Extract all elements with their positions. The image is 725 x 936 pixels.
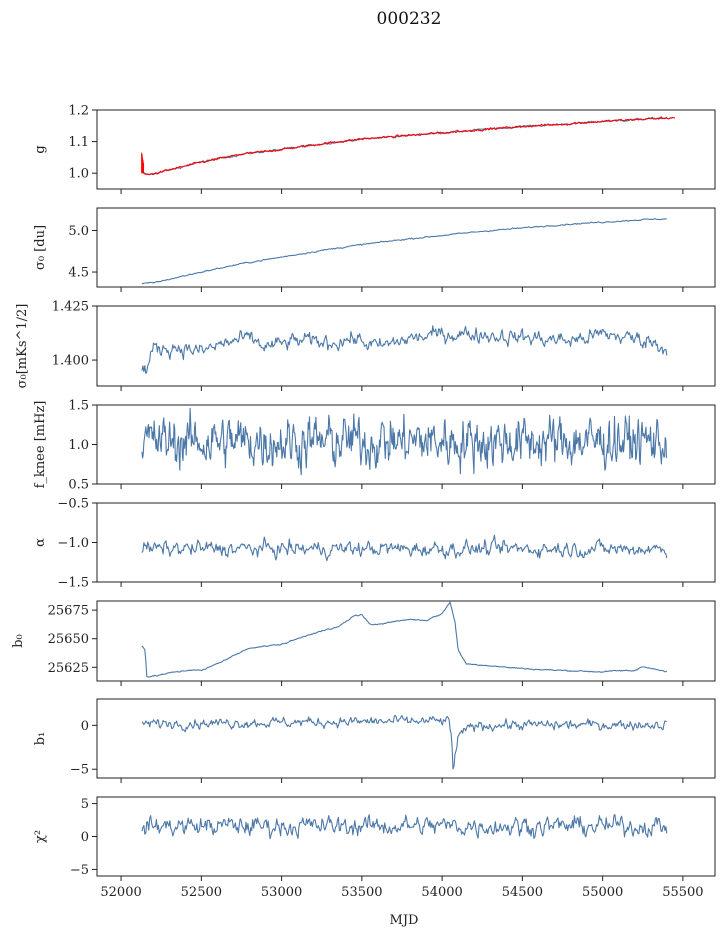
ylabel-fknee: f_knee [mHz]: [33, 401, 48, 489]
ylabel-b1: b₁: [33, 732, 48, 746]
xtick-label: 55500: [662, 885, 703, 900]
ytick-label: 1.400: [52, 354, 89, 369]
panel-chi2: −5 0 5 52000 52500 53000 53500 54000 54500 55000 5…: [33, 796, 716, 928]
xtick-label: 52000: [100, 885, 141, 900]
ytick-label: 0.5: [68, 478, 89, 493]
series-line-g: [141, 116, 668, 176]
panel-sigma0_mks: 1.400 1.425 σ₀[mKs^1/2]: [15, 300, 716, 391]
ylabel-sigma0_du: σ₀ [du]: [33, 225, 48, 270]
ylabel-g: g: [33, 145, 48, 153]
series-line-b0: [141, 601, 668, 678]
axes-frame-b1: [96, 698, 716, 779]
ytick-label: −1.5: [57, 576, 89, 591]
ytick-label: −0.5: [57, 497, 89, 512]
axes-frame-chi2: [96, 796, 716, 877]
ytick-label: −1.0: [57, 536, 89, 551]
axes-frame-sigma0_mks: [96, 305, 716, 387]
ytick-label: 1.0: [68, 438, 89, 453]
series-line-alpha: [141, 534, 668, 562]
ytick-label: 0: [81, 719, 89, 734]
ylabel-chi2: χ²: [33, 830, 48, 843]
xtick-label: 55000: [582, 885, 623, 900]
ytick-label: 4.5: [68, 266, 89, 281]
xtick-label: 54000: [421, 885, 462, 900]
panel-b1: −5 0 b₁: [33, 698, 716, 783]
panel-alpha: −1.5 −1.0 −0.5 α: [33, 497, 716, 591]
ylabel-sigma0_mks: σ₀[mKs^1/2]: [15, 304, 30, 389]
series-line-fknee: [141, 407, 668, 476]
axes-frame-g: [96, 109, 716, 190]
figure-title: 000232: [377, 9, 442, 29]
ytick-label: 5: [81, 797, 89, 812]
ytick-label: 5.0: [68, 224, 89, 239]
xtick-label: 53500: [341, 885, 382, 900]
xtick-label: 52500: [181, 885, 222, 900]
axes-frame-b0: [96, 600, 716, 682]
ytick-label: 25675: [48, 604, 89, 619]
xtick-label: 54500: [502, 885, 543, 900]
panel-g: 1.0 1.1 1.2 g: [33, 104, 716, 194]
ytick-label: 1.2: [68, 104, 89, 119]
series-line-g-highlight: [141, 116, 676, 176]
panel-sigma0_du: 4.5 5.0 σ₀ [du]: [33, 207, 716, 292]
axes-frame-sigma0_du: [96, 207, 716, 288]
series-line-sigma0_mks: [141, 325, 668, 375]
ytick-label: 1.5: [68, 399, 89, 414]
series-line-chi2: [141, 813, 668, 840]
ytick-label: 1.1: [68, 135, 89, 150]
ylabel-alpha: α: [33, 538, 48, 547]
panel-b0: 25625 25650 25675 b₀: [11, 600, 716, 686]
xlabel: MJD: [390, 913, 419, 928]
ytick-label: 1.425: [52, 300, 89, 315]
panel-fknee: 0.5 1.0 1.5 f_knee [mHz]: [33, 399, 716, 493]
ytick-label: 0: [81, 830, 89, 845]
ylabel-b0: b₀: [11, 634, 26, 648]
series-line-b1: [141, 714, 667, 770]
xtick-label: 53000: [261, 885, 302, 900]
ytick-label: 1.0: [68, 167, 89, 182]
ytick-label: −5: [70, 763, 89, 778]
axes-frame-alpha: [96, 502, 716, 583]
ytick-label: −5: [70, 863, 89, 878]
ytick-label: 25650: [48, 632, 89, 647]
series-line-sigma0_du: [141, 218, 667, 285]
ytick-label: 25625: [48, 661, 89, 676]
